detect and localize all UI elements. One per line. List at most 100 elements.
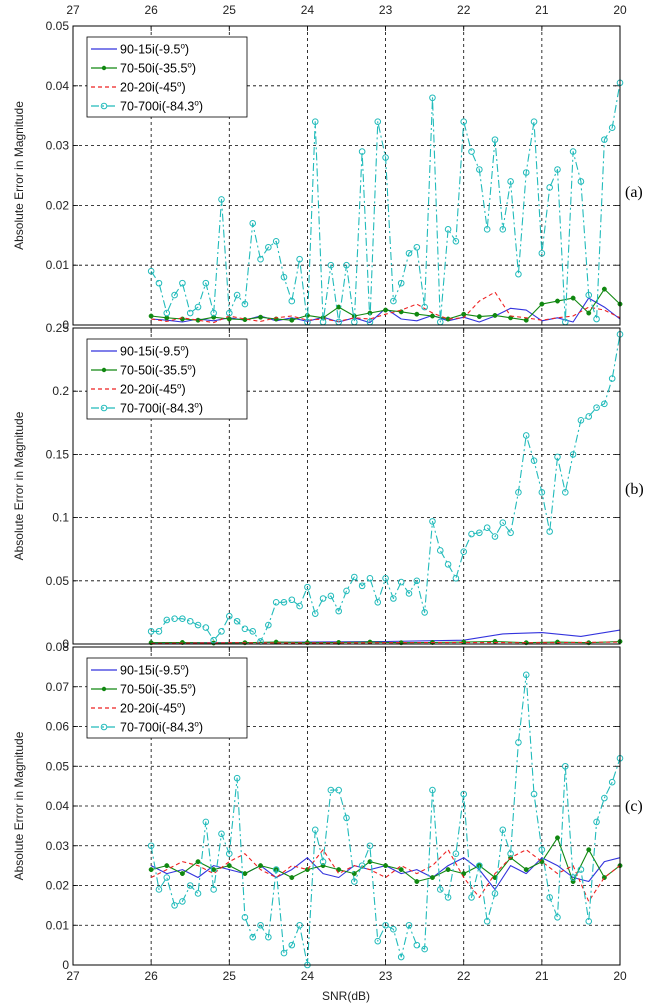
data-point (476, 314, 482, 320)
data-point (225, 309, 233, 317)
data-point (562, 762, 569, 770)
series-line-s4 (150, 674, 621, 966)
data-point (194, 621, 202, 629)
y-tick-label: 0.25 (46, 321, 70, 335)
data-point (163, 616, 171, 624)
data-point (241, 914, 249, 921)
chart-panel-c: 0 0.01 0.02 0.03 0.04 0.05 0.06 0.07 0.08 Absolut… (12, 640, 643, 983)
data-point (523, 317, 529, 323)
data-point (460, 548, 468, 556)
data-point (530, 457, 538, 465)
axes-frame (72, 646, 621, 966)
y-tick-label: 0.15 (46, 447, 70, 461)
data-point (452, 850, 460, 858)
data-point (499, 826, 507, 834)
legend-label-s3: 20-20i(-45o) (120, 80, 186, 95)
data-point (155, 628, 163, 635)
data-point (179, 898, 186, 905)
data-point (507, 850, 514, 858)
data-point (460, 118, 468, 125)
data-point (265, 933, 272, 941)
data-point (210, 636, 217, 644)
data-point (608, 124, 616, 131)
y-tick-label: 0.02 (46, 879, 70, 893)
data-point (398, 867, 404, 873)
legend-box (86, 36, 248, 118)
legend-label-s2: 70-50i(-35.5o) (120, 363, 196, 378)
data-point (186, 882, 194, 889)
data-point (452, 574, 460, 582)
data-point (336, 867, 342, 873)
data-point (358, 582, 366, 590)
panel-label: (b) (625, 481, 644, 498)
data-point (413, 577, 421, 585)
data-point (397, 953, 405, 961)
legend-label-s4: 70-700i(-84.3o) (120, 720, 203, 735)
top-x-tick-label: 21 (535, 3, 549, 17)
data-point (202, 818, 210, 826)
data-point (476, 166, 483, 173)
data-point (522, 671, 530, 679)
data-point (374, 598, 382, 606)
data-point (523, 867, 529, 873)
legend-box (86, 338, 248, 420)
data-point (186, 617, 194, 625)
data-point (413, 243, 421, 251)
data-point (242, 871, 248, 877)
legend-label-s1: 90-15i(-9.5o) (120, 344, 189, 359)
chart-panel-b: 0 0.05 0.1 0.15 0.2 0.25 Absolute Error in Mag… (12, 321, 644, 651)
data-point (499, 226, 507, 233)
data-point (538, 249, 546, 257)
data-point (351, 573, 358, 581)
data-point (491, 136, 499, 143)
y-tick-label: 0.2 (52, 384, 69, 398)
data-point (555, 835, 560, 841)
data-point (296, 921, 303, 929)
data-point (382, 574, 389, 582)
data-point (460, 790, 468, 798)
x-tick-label: 25 (223, 969, 237, 983)
data-point (288, 941, 296, 949)
legend-label-s4: 70-700i(-84.3o) (120, 401, 203, 416)
x-tick-label: 27 (66, 969, 80, 983)
legend-label-s1: 90-15i(-9.5o) (120, 663, 189, 678)
data-point (585, 413, 593, 420)
data-point (491, 890, 499, 897)
data-point (585, 917, 593, 925)
data-point (343, 587, 350, 595)
data-point (218, 830, 225, 838)
data-point (608, 375, 616, 382)
data-point (311, 118, 319, 125)
data-point (272, 866, 280, 873)
top-x-tick-label: 22 (457, 3, 471, 17)
data-point (319, 595, 327, 602)
data-point (335, 786, 342, 794)
data-point (436, 547, 444, 554)
data-point (155, 886, 163, 893)
y-tick-label: 0.01 (46, 918, 70, 932)
data-point (569, 451, 577, 458)
y-tick-label: 0.03 (46, 839, 70, 853)
y-tick-label: 0.08 (46, 640, 70, 654)
data-point (164, 863, 170, 869)
top-x-tick-label: 25 (223, 3, 237, 17)
data-point (225, 612, 233, 620)
data-point (562, 489, 569, 496)
data-point (249, 220, 257, 227)
data-point (272, 598, 280, 606)
data-point (577, 178, 585, 185)
data-point (577, 866, 585, 873)
data-point (593, 404, 600, 411)
data-point (343, 814, 350, 822)
legend-label-s4: 70-700i(-84.3o) (120, 99, 203, 114)
data-point (233, 291, 241, 299)
data-point (421, 609, 428, 616)
data-point (163, 309, 171, 317)
x-tick-label: 21 (535, 969, 549, 983)
data-point (210, 886, 217, 893)
chart-panel-a: 0 0.01 0.02 0.03 0.04 0.05 Absolute Error in M… (12, 3, 643, 332)
data-point (218, 196, 225, 203)
data-point (444, 226, 452, 233)
data-point (163, 874, 171, 881)
y-axis-label: Absolute Error in Magnitude (12, 101, 26, 250)
